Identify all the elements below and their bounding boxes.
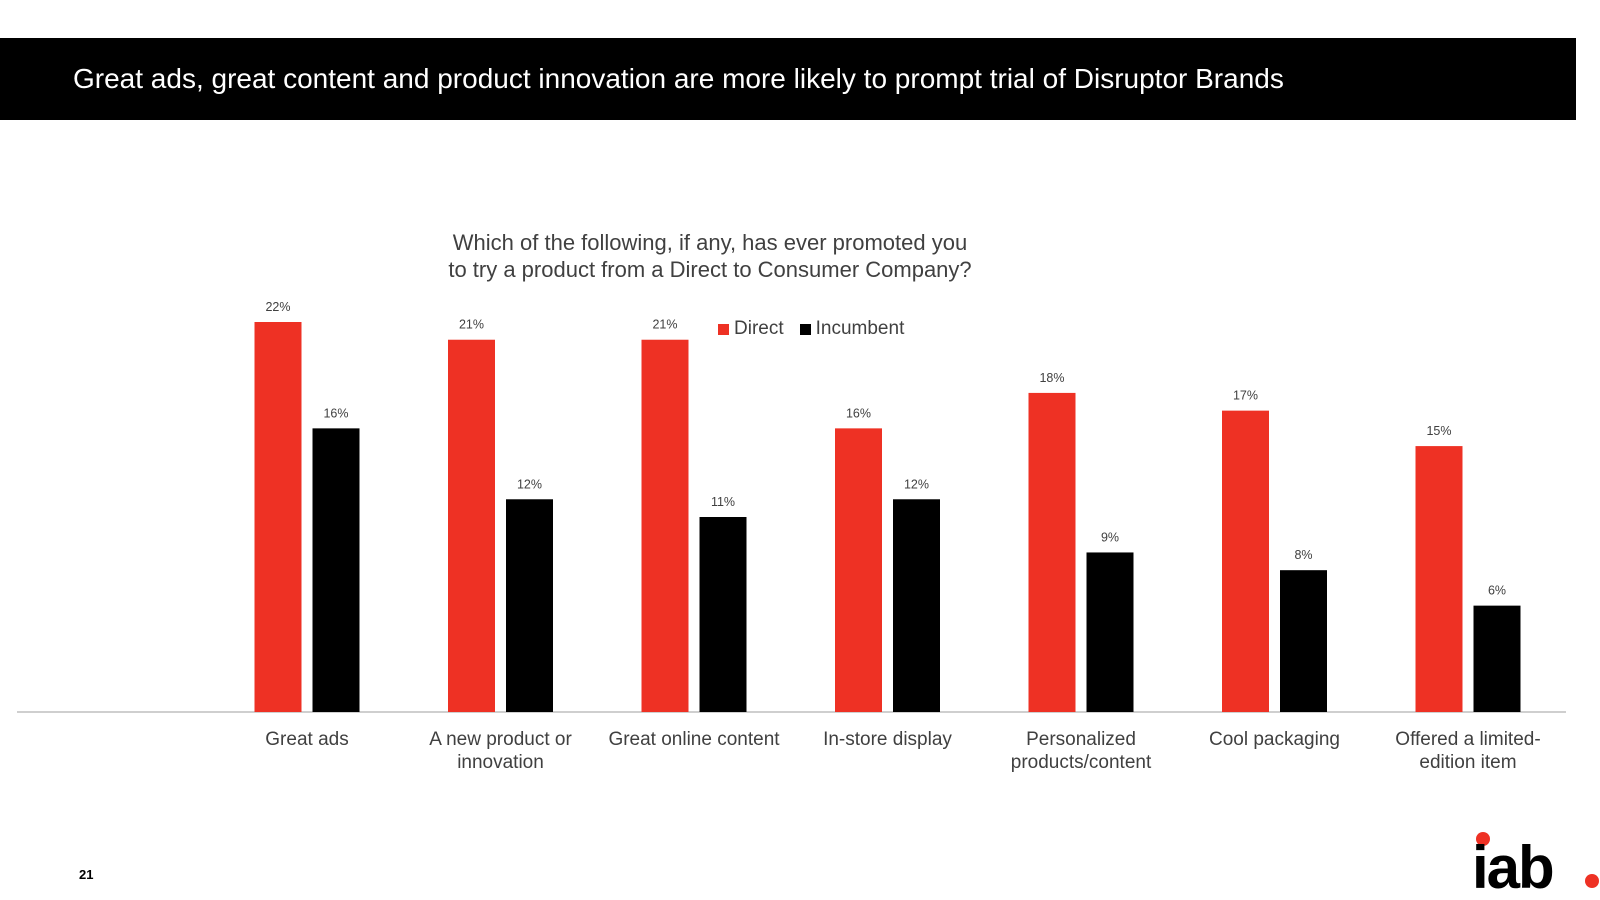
chart-title: Which of the following, if any, has ever… [410,229,1010,283]
category-label-4: In-store display [823,729,952,750]
bar-direct-2 [448,339,495,712]
data-label-incumbent-6: 8% [1294,548,1312,562]
bar-direct-1 [254,322,302,712]
bar-incumbent-5 [1086,552,1134,712]
legend-label-direct: Direct [734,318,784,339]
bar-incumbent-3 [699,517,747,712]
bar-direct-6 [1222,410,1269,712]
page-number: 21 [79,867,94,882]
logo-dot-top [1476,832,1490,846]
chart-title-line-2: to try a product from a Direct to Consum… [448,257,972,282]
category-label-5-line-2: products/content [1011,752,1152,773]
chart-title-line-1: Which of the following, if any, has ever… [452,230,968,255]
data-label-direct-1: 22% [265,300,290,314]
data-label-incumbent-7: 6% [1488,584,1506,598]
category-label-6: Cool packaging [1209,729,1340,750]
data-label-incumbent-2: 12% [517,477,542,491]
chart-legend: Direct Incumbent [718,318,920,340]
bar-direct-4 [835,428,882,712]
bar-incumbent-4 [893,499,940,712]
category-label-7-line-1: Offered a limited- [1395,729,1540,750]
category-label-7-line-2: edition item [1419,752,1516,773]
bar-incumbent-1 [312,428,360,712]
data-label-incumbent-5: 9% [1101,530,1119,544]
title-bar: Great ads, great content and product inn… [0,38,1576,120]
category-label-5-line-1: Personalized [1026,729,1136,750]
bar-incumbent-2 [506,499,553,712]
data-label-direct-7: 15% [1426,424,1451,438]
category-label-1: Great ads [265,729,348,750]
data-label-direct-6: 17% [1233,389,1258,403]
logo-text: iab [1472,834,1553,892]
data-label-direct-5: 18% [1039,371,1064,385]
iab-logo: iab [1472,832,1599,892]
bar-direct-5 [1028,392,1076,712]
legend-swatch-direct [718,323,729,335]
legend-item-direct: Direct [718,318,784,340]
category-label-3: Great online content [608,729,780,750]
legend-swatch-incumbent [799,323,811,335]
data-label-direct-2: 21% [459,318,484,332]
bar-direct-7 [1415,446,1463,712]
data-label-incumbent-4: 12% [904,477,929,491]
data-label-direct-3: 21% [652,318,677,332]
data-label-direct-4: 16% [846,406,871,420]
logo-dot-bottom [1585,874,1599,888]
legend-item-incumbent: Incumbent [799,318,905,340]
bar-incumbent-6 [1280,570,1327,712]
category-label-2-line-2: innovation [457,752,544,773]
legend-label-incumbent: Incumbent [815,318,905,339]
data-label-incumbent-3: 11% [711,495,735,509]
page-title: Great ads, great content and product inn… [73,63,1284,94]
data-label-incumbent-1: 16% [323,406,348,420]
bar-direct-3 [641,339,689,712]
category-label-2-line-1: A new product or [429,729,572,750]
bar-incumbent-7 [1473,605,1521,712]
